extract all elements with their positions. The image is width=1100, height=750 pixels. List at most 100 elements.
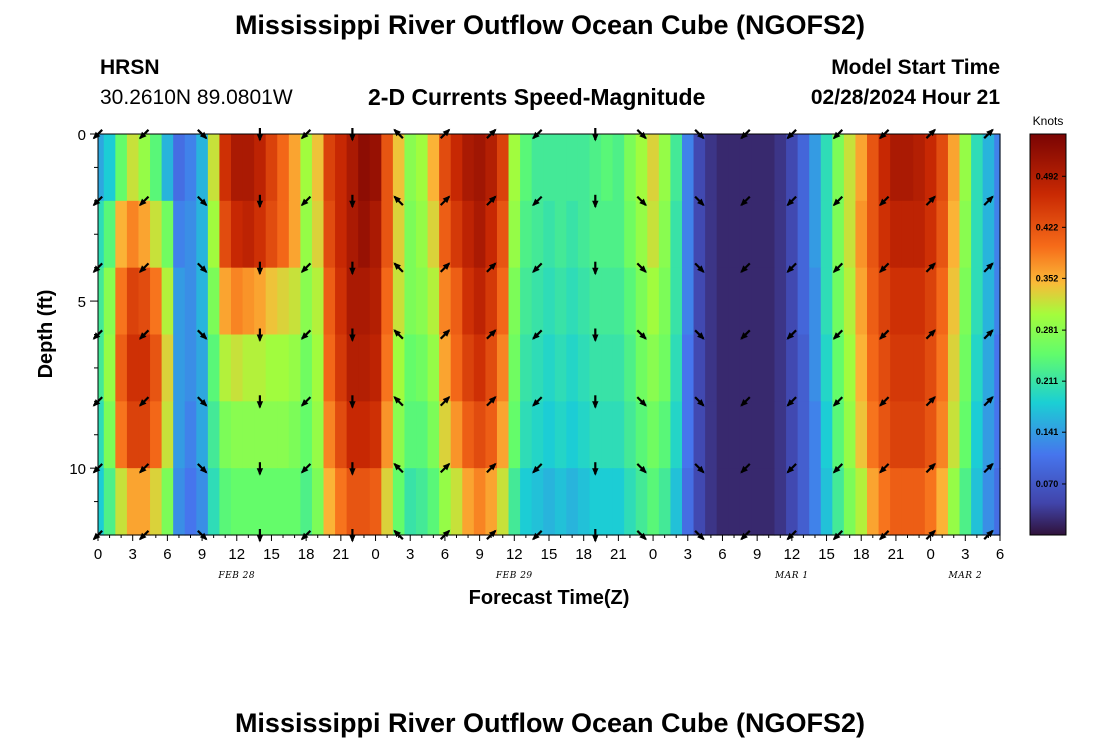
heatmap-cell [346,401,359,469]
current-vector-arrow [139,463,150,474]
current-vector-arrow [592,395,599,409]
heatmap-cell [462,468,475,536]
current-vector-arrow [300,463,312,474]
heatmap-cell [207,134,221,202]
heatmap-cell [161,334,174,402]
heatmap-cell [612,334,625,402]
heatmap-cell [739,200,752,269]
heatmap-cell [265,468,278,536]
current-vector-arrow [139,262,150,273]
heatmap-cell [786,334,799,402]
heatmap-cell [982,334,995,402]
heatmap-cell [219,334,232,402]
heatmap-cell [358,200,371,269]
current-vector-arrow [832,463,844,474]
heatmap-cell [566,200,579,269]
heatmap-cell [369,401,382,469]
heatmap-cell [554,468,567,536]
heatmap-cell [173,334,186,402]
heatmap-cell [994,200,1001,269]
heatmap-cell [577,200,591,269]
heatmap-cell [971,334,984,402]
heatmap-cell [288,401,301,469]
heatmap-cell [531,401,544,469]
heatmap-cell [635,267,648,336]
heatmap-cell [184,334,197,402]
heatmap-cell [277,267,290,336]
heatmap-cell [728,468,741,536]
heatmap-cell [300,200,313,269]
heatmap-cell [369,334,382,402]
current-vector-arrow [139,195,150,207]
heatmap-cell [971,134,984,202]
x-tick-label: 3 [961,546,969,563]
x-tick-label: 0 [926,546,934,563]
heatmap-cell [323,134,336,202]
heatmap-cell [496,200,510,269]
heatmap-cell [230,468,244,536]
heatmap-cell [439,134,452,202]
heatmap-cell [786,134,799,202]
heatmap-cell [774,200,787,269]
current-vector-arrow [592,194,599,209]
heatmap-cell [207,200,221,269]
heatmap-cell [924,468,937,536]
heatmap-cell [832,401,845,469]
heatmap-cell [647,334,660,402]
heatmap-cell [520,468,533,536]
heatmap-cell [982,468,995,536]
current-vector-arrow [592,261,599,276]
heatmap-cell [693,134,706,202]
x-tick-label: 12 [784,546,801,563]
heatmap-cell [358,334,371,402]
heatmap-cell [531,200,544,269]
current-vector-arrow [532,262,543,273]
heatmap-cell [693,334,706,402]
x-tick-label: 6 [996,546,1004,563]
heatmap-cell [867,134,880,202]
current-vector-arrow [439,195,451,206]
heatmap-cell [311,334,325,402]
heatmap-cell [901,267,914,336]
heatmap-cell [126,267,140,336]
heatmap-cell [254,401,267,469]
heatmap-cell [971,267,984,336]
current-vector-arrow [786,396,797,407]
heatmap-cell [867,334,880,402]
x-tick-label: 12 [228,546,245,563]
heatmap-cell [624,401,637,469]
heatmap-cell [439,468,452,536]
x-tick-label: 21 [610,546,627,563]
current-vector-arrow [832,329,844,340]
heatmap-cell [450,334,463,402]
heatmap-cell [843,267,857,336]
heatmap-cell [150,134,163,202]
heatmap-cell [612,401,625,469]
heatmap-cell [820,468,833,536]
current-vector-arrow [832,195,844,207]
heatmap-cell [635,200,648,269]
heatmap-cell [416,134,429,202]
heatmap-cell [797,334,810,402]
heatmap-cell [150,200,163,269]
heatmap-cell [230,200,244,269]
heatmap-cell [265,267,278,336]
x-tick-label: 18 [853,546,870,563]
heatmap-cell [901,401,914,469]
colorbar-tick-label: 0.281 [1036,325,1059,335]
heatmap-cell [485,468,498,536]
heatmap-cell [473,401,486,469]
heatmap-cell [381,334,394,402]
heatmap-cell [173,401,186,469]
heatmap-cell [543,267,556,336]
x-tick-label: 18 [298,546,315,563]
current-vector-arrow [532,329,543,340]
heatmap-cell [392,468,406,536]
heatmap-cell [427,334,440,402]
axes: 0 3 6 9 12 15 18 21 0 3 6 9 12 15 18 21 0 3 6 9 12 15 18 21 0 3 6 F… [69,127,1004,581]
heatmap-cell [196,334,209,402]
heatmap-cell [612,267,625,336]
heatmap-cell [184,200,197,269]
heatmap-cell [485,267,498,336]
heatmap-cell [416,401,429,469]
